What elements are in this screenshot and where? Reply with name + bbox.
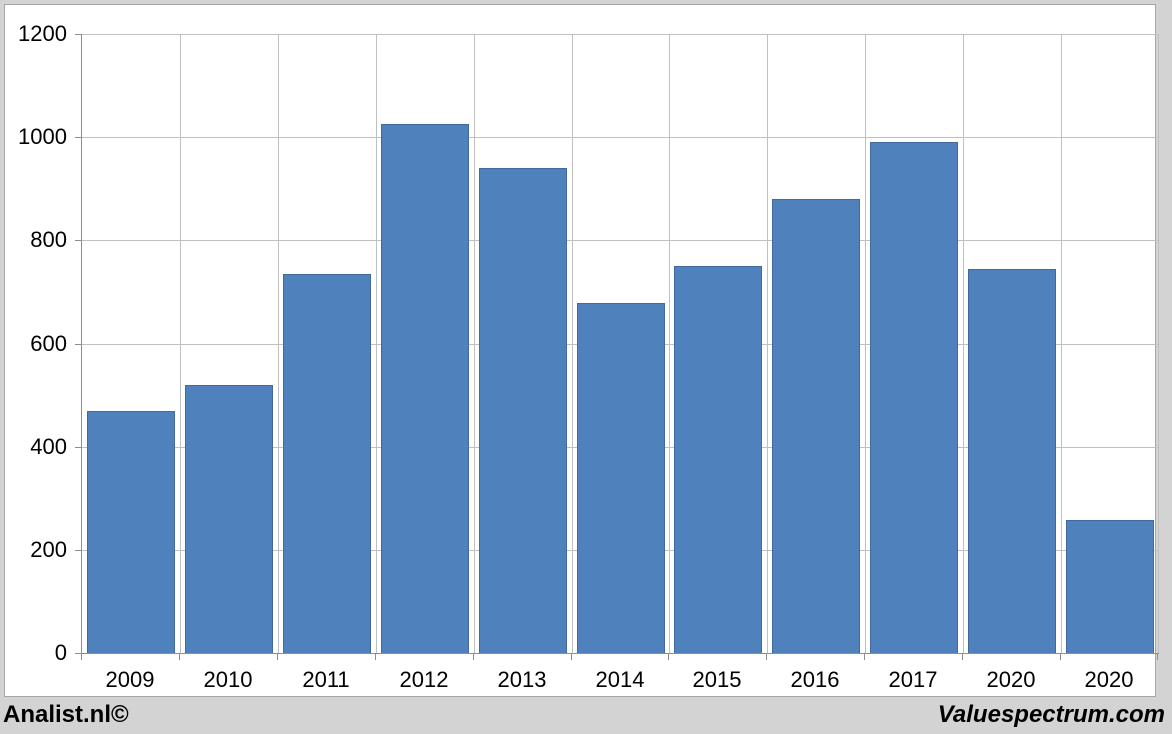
y-tick-label: 200 (30, 537, 67, 562)
gridline-x (1061, 34, 1062, 653)
bar (381, 124, 469, 653)
gridline-y (82, 240, 1159, 241)
bar (968, 269, 1056, 653)
x-axis-tick (277, 654, 278, 660)
x-tick-label: 2012 (399, 667, 449, 692)
bar (87, 411, 175, 653)
bar (185, 385, 273, 653)
x-axis-tick (179, 654, 180, 660)
gridline-y (82, 34, 1159, 35)
bar (577, 303, 665, 653)
y-axis-tick (75, 550, 81, 551)
plot-area (81, 34, 1159, 654)
y-tick-label: 800 (30, 227, 67, 252)
gridline-x (865, 34, 866, 653)
x-axis-tick (766, 654, 767, 660)
bar (870, 142, 958, 653)
gridline-x (278, 34, 279, 653)
x-tick-label: 2016 (790, 667, 840, 692)
x-axis-tick (864, 654, 865, 660)
x-tick-label: 2015 (692, 667, 742, 692)
x-axis-tick (962, 654, 963, 660)
y-tick-label: 400 (30, 434, 67, 459)
y-axis-tick (75, 240, 81, 241)
x-axis-tick (1060, 654, 1061, 660)
x-axis-tick (571, 654, 572, 660)
x-tick-label: 2020 (1084, 667, 1134, 692)
y-tick-label: 1200 (18, 21, 67, 46)
x-tick-label: 2017 (888, 667, 938, 692)
x-axis-tick (668, 654, 669, 660)
footer-bar: Analist.nl© Valuespectrum.com (0, 698, 1172, 734)
gridline-x (963, 34, 964, 653)
gridline-x (572, 34, 573, 653)
analist-credit: Analist.nl© (3, 701, 129, 728)
x-axis-tick (81, 654, 82, 660)
gridline-x (1158, 34, 1159, 653)
gridline-x (767, 34, 768, 653)
gridline-y (82, 137, 1159, 138)
valuespectrum-credit: Valuespectrum.com (937, 701, 1165, 728)
x-axis-tick (1157, 654, 1158, 660)
y-axis-tick (75, 447, 81, 448)
y-axis-tick (75, 653, 81, 654)
gridline-x (376, 34, 377, 653)
chart-panel: 0 200 400 600 800 1000 1200 2009 2010 2011 2012 201… (4, 4, 1159, 697)
x-axis-tick (473, 654, 474, 660)
bar (479, 168, 567, 653)
x-tick-label: 2014 (595, 667, 645, 692)
gridline-x (474, 34, 475, 653)
gridline-x (669, 34, 670, 653)
x-tick-label: 2013 (497, 667, 547, 692)
bar (674, 266, 762, 653)
y-axis-tick (75, 137, 81, 138)
x-axis-tick (375, 654, 376, 660)
y-tick-label: 1000 (18, 124, 67, 149)
bar (283, 274, 371, 653)
bar (772, 199, 860, 653)
y-tick-label: 600 (30, 331, 67, 356)
y-tick-label: 0 (54, 640, 67, 665)
bar (1066, 520, 1154, 653)
x-tick-label: 2010 (203, 667, 253, 692)
y-axis-tick (75, 34, 81, 35)
x-tick-label: 2020 (986, 667, 1036, 692)
x-tick-label: 2011 (302, 667, 350, 692)
gridline-x (180, 34, 181, 653)
x-tick-label: 2009 (105, 667, 155, 692)
y-axis-tick (75, 344, 81, 345)
